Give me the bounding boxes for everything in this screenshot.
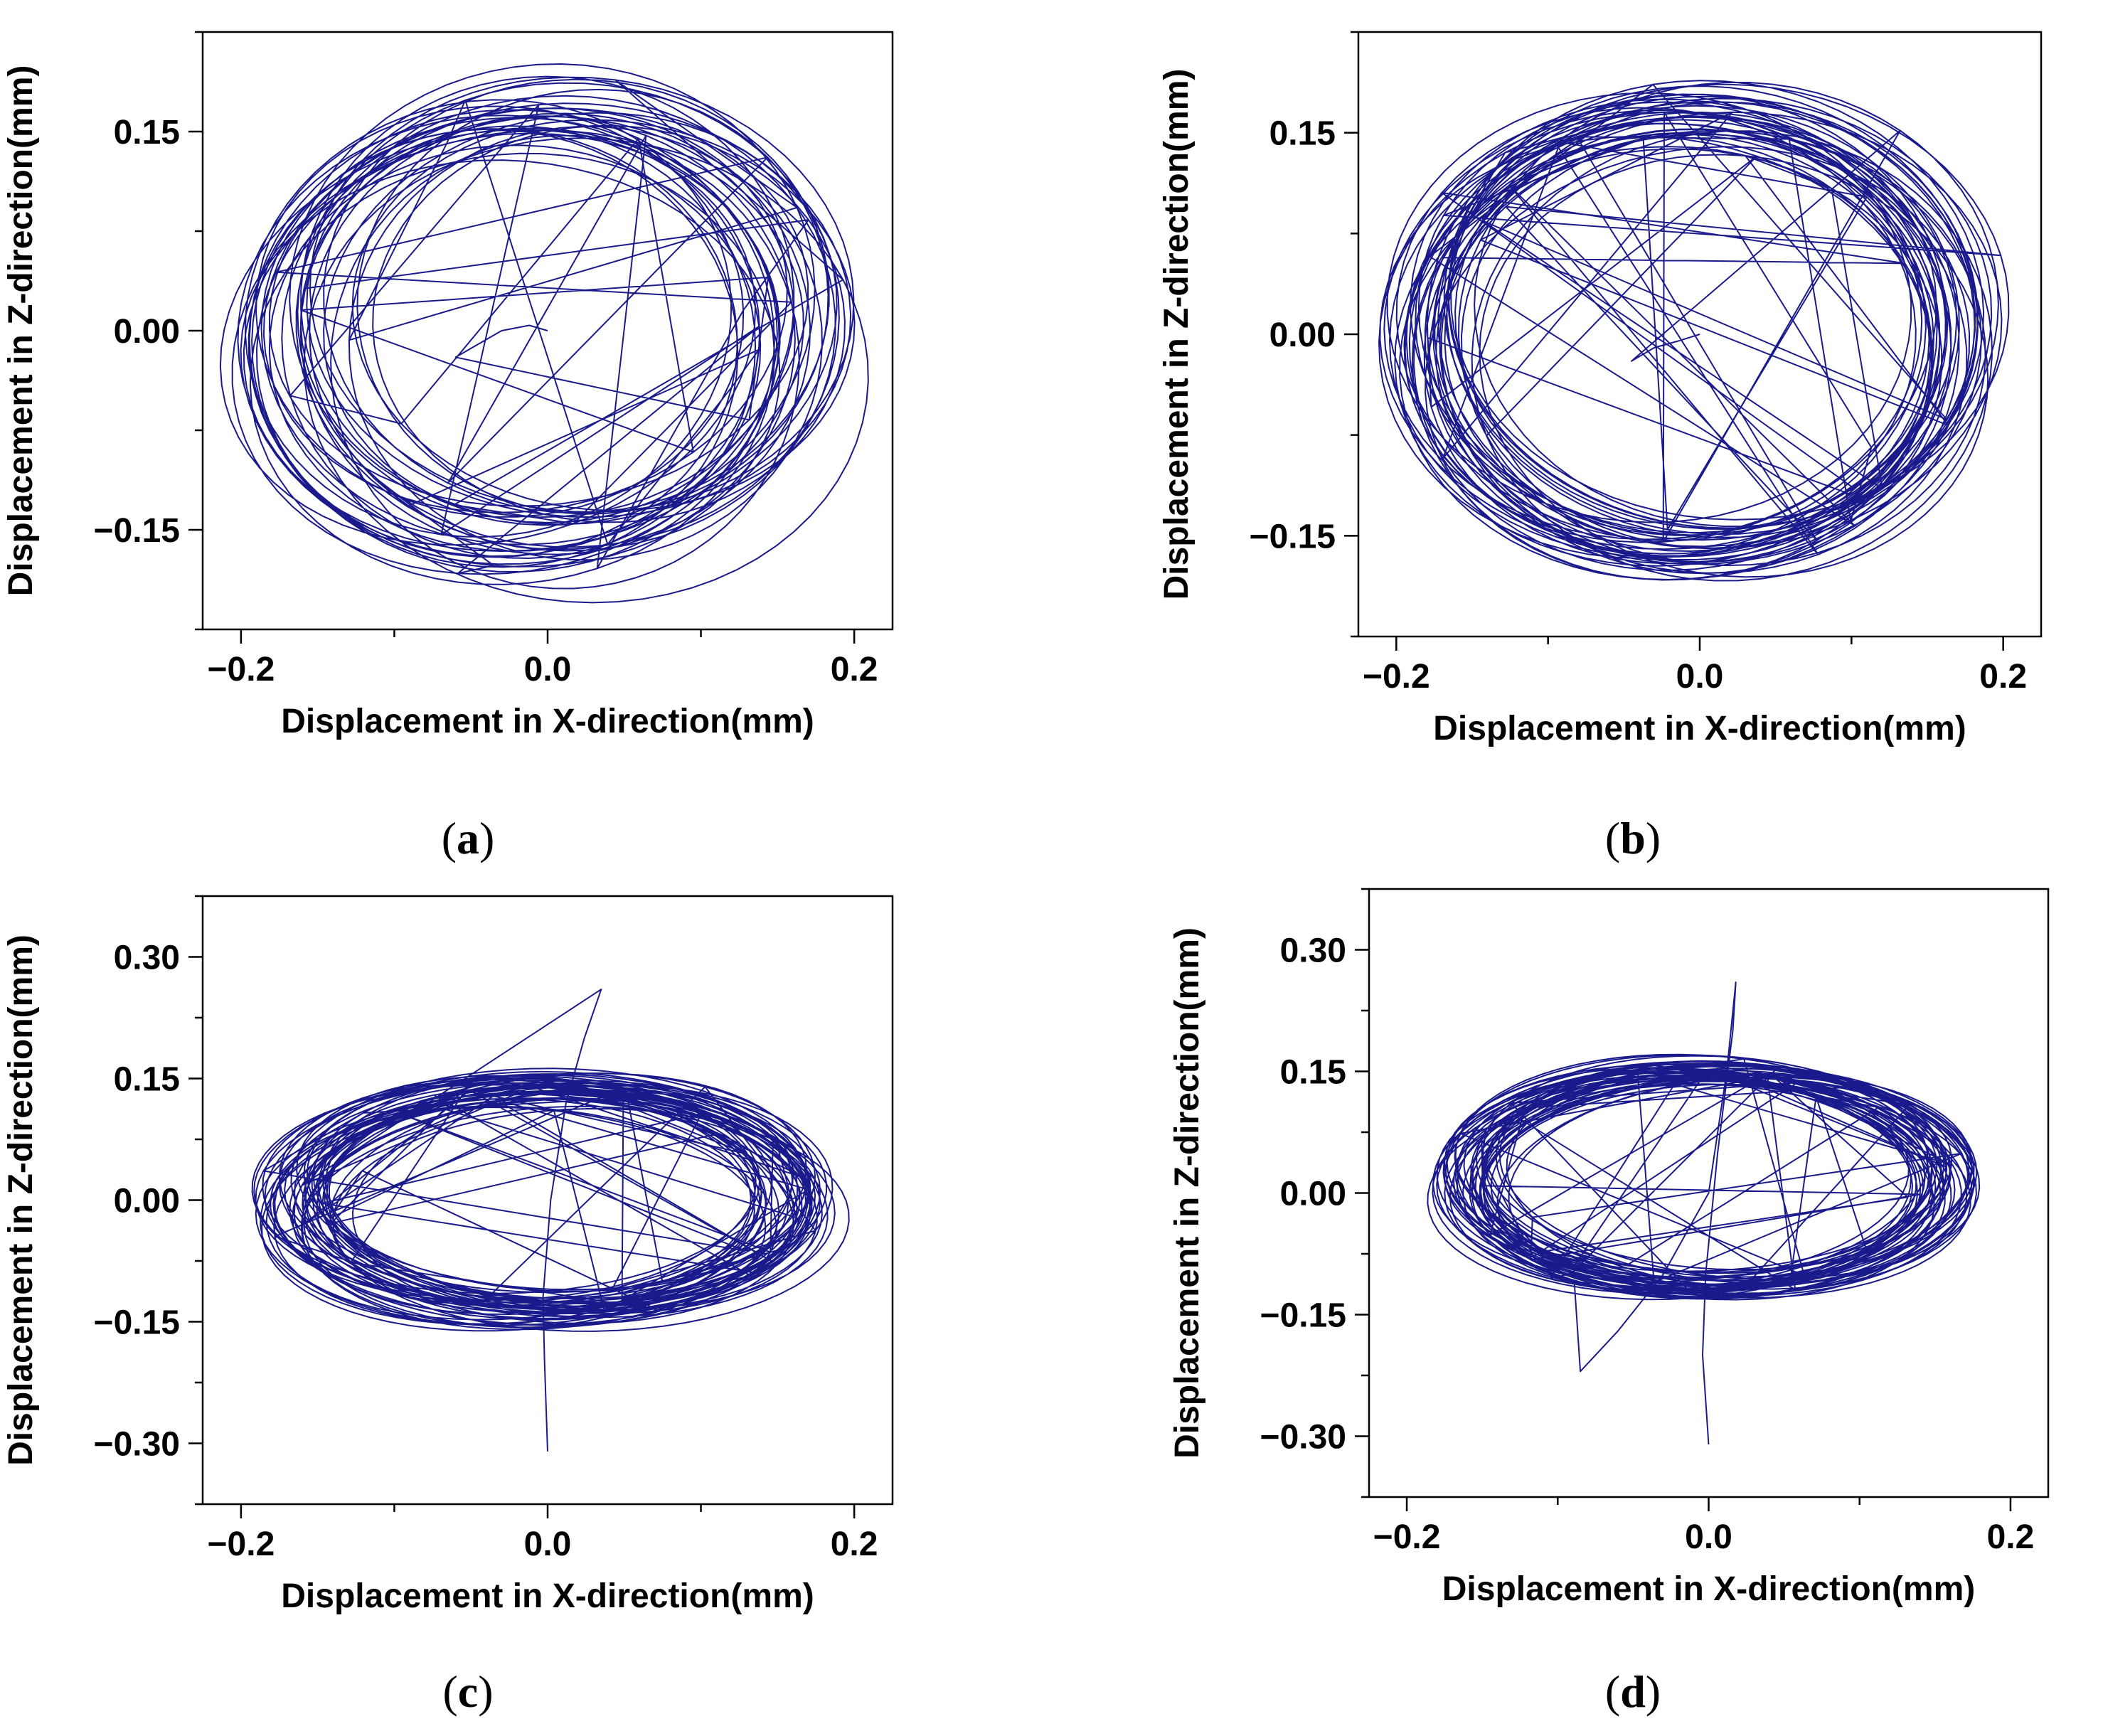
panel-caption: (d) xyxy=(1605,1666,1661,1717)
x-tick-label: 0.0 xyxy=(1685,1518,1732,1556)
y-tick-label: 0.15 xyxy=(1280,1054,1346,1092)
y-tick-label: 0.00 xyxy=(1280,1176,1346,1213)
y-tick-label: 0.00 xyxy=(1269,316,1336,354)
panel-b: (b) −0.2 0.0 0.2 −0.15 0.00 0.15 Displacement … xyxy=(1158,31,2043,863)
y-tick-label: 0.00 xyxy=(114,313,180,351)
y-tick-label: 0.15 xyxy=(114,114,180,151)
panel-caption: (c) xyxy=(442,1666,493,1717)
x-tick-label: 0.0 xyxy=(1676,658,1724,696)
x-axis-title: Displacement in X-direction(mm) xyxy=(1442,1570,1975,1608)
x-tick-label: 0.2 xyxy=(831,651,878,688)
y-tick-label: −0.15 xyxy=(94,512,180,550)
x-tick-label: 0.0 xyxy=(524,651,572,688)
y-tick-label: −0.15 xyxy=(1250,518,1336,555)
x-tick-label: −0.2 xyxy=(208,1525,275,1563)
y-axis-title: Displacement in Z-direction(mm) xyxy=(1158,69,1196,600)
x-tick-label: 0.2 xyxy=(1979,658,2027,696)
panel-caption-letter: c xyxy=(458,1666,478,1717)
panel-caption-letter: d xyxy=(1620,1666,1646,1717)
panel-a: (a) −0.2 0.0 0.2 −0.15 0.00 0.15 Displacement … xyxy=(2,31,894,863)
y-tick-label: 0.30 xyxy=(114,939,180,977)
x-tick-label: −0.2 xyxy=(1363,658,1430,696)
trajectory-line xyxy=(219,63,869,604)
y-tick-label: 0.15 xyxy=(114,1061,180,1099)
x-axis-title: Displacement in X-direction(mm) xyxy=(281,1577,814,1615)
y-tick-label: −0.15 xyxy=(1260,1297,1346,1335)
x-axis-title: Displacement in X-direction(mm) xyxy=(281,703,814,740)
panel-d: (d) −0.2 0.0 0.2 −0.30 −0.15 0.00 0.15 0.30 Disp… xyxy=(1168,888,2050,1717)
trajectory-line xyxy=(251,989,850,1452)
y-tick-label: −0.30 xyxy=(1260,1419,1346,1457)
panel-caption-letter: a xyxy=(457,813,479,863)
x-tick-label: −0.2 xyxy=(1373,1518,1441,1556)
y-axis-title: Displacement in Z-direction(mm) xyxy=(2,934,40,1466)
x-axis-title: Displacement in X-direction(mm) xyxy=(1433,710,1966,747)
y-tick-label: −0.15 xyxy=(94,1304,180,1342)
trajectory-line xyxy=(1427,981,1981,1444)
panel-caption-letter: b xyxy=(1620,813,1646,863)
y-tick-label: 0.15 xyxy=(1269,115,1336,153)
y-axis-title: Displacement in Z-direction(mm) xyxy=(1168,927,1206,1459)
y-tick-label: −0.30 xyxy=(94,1426,180,1464)
x-tick-label: 0.2 xyxy=(831,1525,878,1563)
x-tick-label: −0.2 xyxy=(208,651,275,688)
y-tick-label: 0.30 xyxy=(1280,932,1346,970)
trajectory-line xyxy=(1378,80,2010,582)
y-axis-title: Displacement in Z-direction(mm) xyxy=(2,65,40,597)
x-tick-label: 0.0 xyxy=(524,1525,572,1563)
panel-caption: (b) xyxy=(1605,813,1661,863)
panel-c: (c) −0.2 0.0 0.2 −0.30 −0.15 0.00 0.15 0.30 Disp… xyxy=(2,895,894,1717)
panel-caption: (a) xyxy=(442,813,495,863)
x-tick-label: 0.2 xyxy=(1987,1518,2035,1556)
y-tick-label: 0.00 xyxy=(114,1183,180,1220)
